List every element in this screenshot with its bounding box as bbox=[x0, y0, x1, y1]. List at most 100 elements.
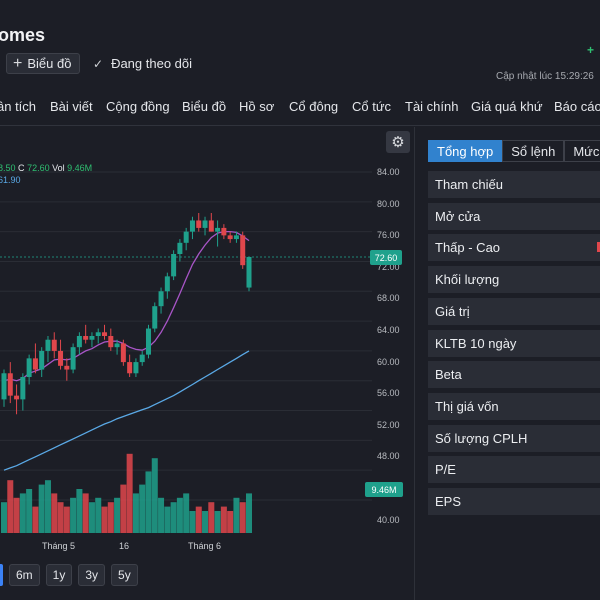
range-6m-button[interactable]: 6m bbox=[9, 564, 40, 586]
ma-legend-value: 61.90 bbox=[0, 175, 21, 185]
candle-body bbox=[7, 373, 13, 396]
volume-bar bbox=[114, 497, 121, 533]
watching-button[interactable]: ✓ Đang theo dõi bbox=[93, 53, 192, 74]
candle-body bbox=[171, 254, 177, 277]
nav-financials[interactable]: Tài chính bbox=[405, 99, 459, 114]
volume-bar bbox=[7, 480, 14, 533]
stock-header: omes + Biểu đồ ✓ Đang theo dõi + Cập nhậ… bbox=[0, 0, 600, 90]
price-chart[interactable] bbox=[0, 127, 414, 600]
candle-body bbox=[120, 343, 126, 363]
candle-body bbox=[221, 227, 227, 236]
nav-community[interactable]: Cộng đồng bbox=[106, 99, 170, 114]
y-tick-label: 80.00 bbox=[377, 198, 400, 209]
y-tick-label: 52.00 bbox=[377, 419, 400, 430]
candle-body bbox=[246, 256, 252, 288]
volume-bar bbox=[220, 506, 227, 533]
volume-bar bbox=[227, 511, 234, 533]
candle-body bbox=[70, 347, 76, 370]
volume-bar bbox=[202, 511, 209, 533]
volume-bar bbox=[57, 502, 64, 533]
legend-vol-label: Vol bbox=[52, 163, 65, 173]
y-tick-label: 60.00 bbox=[377, 356, 400, 367]
nav-shareholders[interactable]: Cổ đông bbox=[289, 99, 339, 114]
tab-order-book[interactable]: Sổ lệnh bbox=[502, 140, 565, 162]
watching-label: Đang theo dõi bbox=[111, 56, 193, 71]
tab-summary[interactable]: Tổng hợp bbox=[428, 140, 503, 162]
overview-row: Giá trị bbox=[428, 297, 600, 325]
candle-body bbox=[76, 336, 82, 348]
volume-bar bbox=[170, 502, 177, 533]
plus-icon: + bbox=[13, 54, 23, 72]
candle-body bbox=[164, 276, 170, 292]
candle-body bbox=[108, 336, 114, 348]
volume-bar bbox=[189, 511, 196, 533]
overview-row: Số lượng CPLH bbox=[428, 424, 600, 452]
volume-bar bbox=[38, 484, 45, 533]
ma-long-line bbox=[3, 350, 250, 471]
range-active-edge[interactable] bbox=[0, 564, 3, 586]
nav-reports[interactable]: Báo cáo bbox=[554, 99, 600, 114]
ohlc-legend: 8.50 C 72.60 Vol 9.46M bbox=[0, 163, 92, 173]
range-5y-button[interactable]: 5y bbox=[111, 564, 138, 586]
volume-bar bbox=[214, 511, 221, 533]
candle-body bbox=[14, 395, 20, 400]
volume-bar bbox=[76, 489, 83, 533]
nav-articles[interactable]: Bài viết bbox=[50, 99, 93, 114]
nav-profile[interactable]: Hồ sơ bbox=[239, 99, 275, 114]
section-nav: ân tích Bài viết Cộng đồng Biểu đồ Hồ sơ… bbox=[0, 90, 600, 126]
candle-body bbox=[26, 358, 32, 377]
volume-bar bbox=[95, 497, 102, 533]
y-tick-label: 76.00 bbox=[377, 230, 400, 241]
volume-bar bbox=[88, 502, 95, 533]
overview-row-label: Mở cửa bbox=[435, 208, 481, 224]
candle-body bbox=[227, 235, 233, 240]
overview-row-label: Giá trị bbox=[435, 303, 470, 319]
nav-dividends[interactable]: Cổ tức bbox=[352, 99, 392, 114]
volume-bar bbox=[145, 471, 152, 533]
nav-analysis[interactable]: ân tích bbox=[0, 99, 37, 114]
overview-row: Mở cửa bbox=[428, 202, 600, 230]
candle-body bbox=[51, 339, 57, 351]
volume-bar bbox=[233, 497, 240, 533]
current-price-tag: 72.60 bbox=[370, 250, 402, 265]
candle-body bbox=[83, 336, 89, 340]
volume-bar bbox=[239, 502, 246, 533]
nav-price-history[interactable]: Giá quá khứ bbox=[471, 99, 543, 114]
y-tick-label: 48.00 bbox=[377, 451, 400, 462]
candle-body bbox=[127, 362, 133, 374]
y-tick-label: 56.00 bbox=[377, 388, 400, 399]
volume-bar bbox=[26, 489, 33, 533]
x-tick-label: 16 bbox=[119, 541, 130, 551]
candle-body bbox=[177, 242, 183, 254]
add-chart-button[interactable]: + Biểu đồ bbox=[6, 53, 81, 74]
volume-bar bbox=[164, 506, 171, 533]
overview-row-label: Thấp - Cao bbox=[435, 240, 501, 256]
legend-vol-value: 9.46M bbox=[67, 163, 93, 173]
volume-bar bbox=[132, 493, 139, 533]
volume-bar bbox=[63, 506, 70, 533]
chart-settings-gear-icon[interactable]: ⚙ bbox=[386, 131, 410, 153]
range-3y-button[interactable]: 3y bbox=[78, 564, 106, 586]
candle-body bbox=[183, 231, 189, 243]
page-title: omes bbox=[0, 25, 46, 45]
volume-bar bbox=[176, 497, 183, 533]
overview-row: Khối lượng bbox=[428, 266, 600, 294]
volume-bar bbox=[1, 502, 7, 533]
candle-body bbox=[145, 328, 151, 355]
x-tick-label: Tháng 6 bbox=[188, 541, 222, 551]
overview-row: Thấp - Cao bbox=[428, 234, 600, 262]
volume-bar bbox=[44, 480, 51, 533]
overview-row-label: Số lượng CPLH bbox=[435, 430, 528, 446]
candle-body bbox=[158, 291, 164, 307]
overview-row-label: Thị giá vốn bbox=[435, 398, 499, 414]
overview-tabs: Tổng hợp Sổ lệnh Mức gi bbox=[428, 140, 600, 162]
candle-body bbox=[189, 220, 195, 232]
nav-chart[interactable]: Biểu đồ bbox=[182, 99, 227, 114]
volume-bar bbox=[208, 502, 215, 533]
candle-body bbox=[45, 339, 51, 351]
candle-body bbox=[196, 220, 202, 228]
overview-row: EPS bbox=[428, 488, 600, 515]
volume-bar bbox=[82, 493, 89, 533]
range-1y-button[interactable]: 1y bbox=[45, 564, 73, 586]
tab-price-levels[interactable]: Mức gi bbox=[564, 140, 600, 162]
